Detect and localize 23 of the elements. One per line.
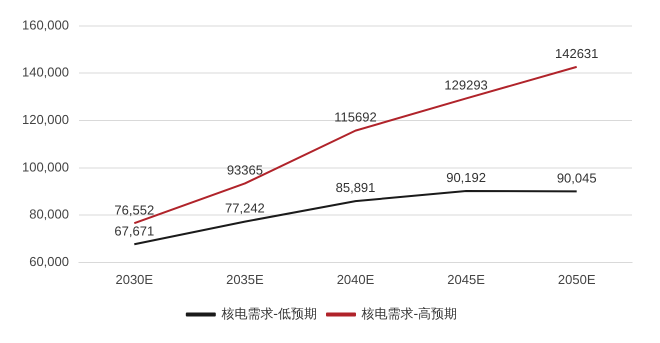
y-tick-label: 60,000 [29,254,69,269]
data-label: 129293 [444,78,488,93]
y-tick-label: 160,000 [22,17,69,32]
data-label: 90,045 [556,170,597,186]
x-tick-label: 2035E [226,272,264,287]
data-label: 115692 [334,110,377,125]
x-tick-label: 2030E [115,272,154,287]
legend-label: 核电需求-高预期 [360,306,458,322]
data-label: 67,671 [114,223,154,238]
y-tick-label: 100,000 [22,159,69,174]
data-label: 76,552 [114,202,154,218]
data-label: 90,192 [446,170,486,186]
data-label: 85,891 [336,180,376,196]
x-tick-label: 2040E [336,272,375,287]
data-label: 93365 [226,162,263,178]
y-tick-label: 140,000 [22,64,69,80]
data-label: 77,242 [225,200,265,216]
y-tick-label: 80,000 [29,206,69,222]
legend-label: 核电需求-低预期 [220,306,318,322]
y-tick-label: 120,000 [22,112,69,128]
x-tick-label: 2045E [447,272,486,287]
x-tick-label: 2050E [558,272,596,287]
data-label: 142631 [555,46,598,61]
